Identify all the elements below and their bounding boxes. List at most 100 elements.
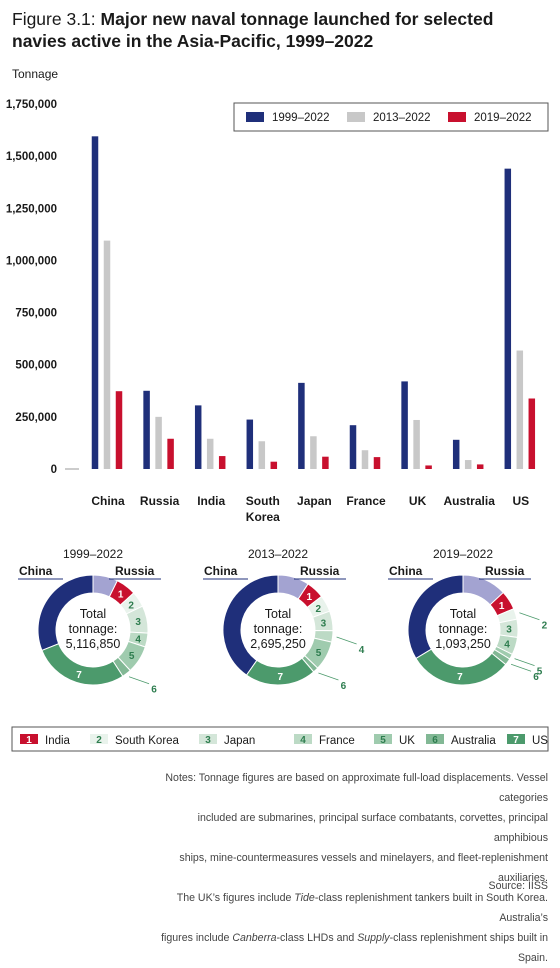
donut-legend-number: 2 — [96, 735, 102, 746]
bar-south-korea-1 — [258, 441, 266, 469]
x-tick-label: UK — [409, 494, 427, 508]
donut-slice-label: 6 — [151, 685, 157, 696]
donut-slice-label: 6 — [533, 672, 539, 683]
legend-label: 1999–2022 — [272, 112, 330, 124]
donut-slice-label: 1 — [306, 592, 312, 603]
donut-legend-number: 7 — [513, 735, 519, 746]
donut-center-text: tonnage: — [254, 622, 303, 636]
donut-slice-label: 3 — [321, 618, 327, 629]
donut-leader-line — [514, 658, 535, 667]
donut-center-text: tonnage: — [69, 622, 118, 636]
donut-legend-number: 4 — [300, 735, 306, 746]
donut-leader-line — [128, 676, 150, 685]
source-text: Source: IISS — [488, 880, 548, 892]
notes-line: The UK’s figures include Tide-class repl… — [176, 892, 548, 924]
donut-center-text: Total — [265, 607, 291, 621]
donut-slice-label: 7 — [277, 672, 283, 683]
x-tick-label: South — [246, 494, 280, 508]
x-tick-label: Japan — [297, 494, 332, 508]
bar-australia-1 — [464, 460, 472, 469]
donut-slice-label: 4 — [359, 645, 365, 656]
donut-label-russia: Russia — [115, 564, 155, 578]
bar-india-2 — [218, 456, 226, 469]
y-tick-label: 500,000 — [15, 360, 57, 372]
y-tick-label: 1,000,000 — [6, 255, 57, 267]
donut-label-china: China — [389, 564, 423, 578]
bar-india-1 — [206, 438, 214, 469]
legend: 1999–2022 2013–2022 2019–2022 — [233, 102, 549, 132]
donut-center-text: tonnage: — [439, 622, 488, 636]
donut-slice-label: 4 — [135, 634, 141, 645]
donut-slice-label: 7 — [457, 672, 463, 683]
bar-france-0 — [349, 425, 357, 469]
donut-slice-label: 5 — [537, 667, 543, 678]
donut-chart: 2019–2022 1 2 3 4 56 7 China Russia Totaltonnage:… — [388, 547, 548, 686]
donut-legend-number: 3 — [205, 735, 211, 746]
legend-box — [233, 102, 549, 132]
donut-chart: 1999–2022 123 45 6 7 China Russia Totaltonnage:… — [18, 547, 161, 696]
donut-legend-label: Australia — [451, 735, 496, 747]
bar-china-2 — [115, 391, 123, 469]
donut-legend-swatch — [199, 734, 217, 744]
donut-legend-label: South Korea — [115, 735, 180, 747]
x-tick-label: China — [91, 494, 125, 508]
donut-legend-swatch — [294, 734, 312, 744]
y-axis-unit-label: Tonnage — [12, 67, 59, 81]
donut-legend-swatch — [90, 734, 108, 744]
bar-australia-0 — [452, 439, 460, 469]
donut-slice-label: 3 — [506, 625, 512, 636]
figure-title-text: Major new naval tonnage launched for sel… — [12, 9, 494, 51]
bar-japan-0 — [298, 382, 305, 469]
y-tick-label: 250,000 — [15, 412, 57, 424]
legend-swatch — [347, 112, 365, 122]
bar-chart: 0 250,000 500,000 750,000 1,000,000 1,250,000… — [6, 99, 549, 524]
donut-legend-number: 5 — [380, 735, 386, 746]
bar-japan-1 — [310, 436, 317, 469]
donut-legend-number: 6 — [432, 735, 438, 746]
legend-swatch — [246, 112, 264, 122]
legend-swatch — [448, 112, 466, 122]
y-tick-label: 1,250,000 — [6, 203, 57, 215]
legend-label: 2019–2022 — [474, 112, 532, 124]
donut-legend-swatch — [20, 734, 38, 744]
bar-russia-2 — [167, 438, 174, 469]
donut-slice-label: 1 — [118, 589, 124, 600]
donut-legend-label: UK — [399, 735, 415, 747]
notes-line: included are submarines, principal surfa… — [197, 812, 548, 844]
donut-slice-label: 1 — [499, 601, 505, 612]
y-tick-label: 750,000 — [15, 308, 57, 320]
donut-slice-label: 6 — [341, 681, 347, 692]
donut-label-china: China — [204, 564, 238, 578]
bar-china-0 — [91, 136, 99, 470]
bar-us-0 — [504, 168, 512, 469]
donut-chart: 2013–2022 12 3 4 5 6 7 China Russia Totaltonnage:… — [203, 547, 365, 692]
legend-label: 2013–2022 — [373, 112, 431, 124]
donut-slice-label: 7 — [76, 670, 82, 681]
bar-australia-2 — [476, 464, 484, 469]
y-tick-label: 1,500,000 — [6, 151, 57, 163]
donut-slice-label: 4 — [504, 639, 510, 650]
figure-title: Figure 3.1: Major new naval tonnage laun… — [12, 8, 548, 52]
donut-slice-7 — [245, 657, 315, 686]
donut-legend-swatch — [507, 734, 525, 744]
x-tick-label: France — [346, 494, 386, 508]
x-tick-label: Australia — [444, 494, 496, 508]
donut-title: 2013–2022 — [248, 547, 308, 561]
bar-russia-0 — [143, 390, 150, 469]
donut-title: 1999–2022 — [63, 547, 123, 561]
bar-us-2 — [528, 398, 536, 469]
donut-center-text: 2,695,250 — [250, 637, 306, 651]
donut-center-text: 1,093,250 — [435, 637, 491, 651]
bar-uk-1 — [413, 419, 420, 469]
bar-japan-2 — [322, 456, 329, 469]
x-tick-label: India — [197, 494, 225, 508]
donut-center-text: Total — [450, 607, 476, 621]
donut-label-russia: Russia — [485, 564, 525, 578]
donut-slice-label: 3 — [135, 617, 141, 628]
notes-line: ships, mine-countermeasures vessels and … — [179, 852, 548, 884]
bar-uk-2 — [425, 465, 432, 469]
y-tick-label: 0 — [51, 464, 57, 476]
bar-uk-0 — [401, 381, 408, 469]
donut-leader-line — [519, 612, 540, 621]
